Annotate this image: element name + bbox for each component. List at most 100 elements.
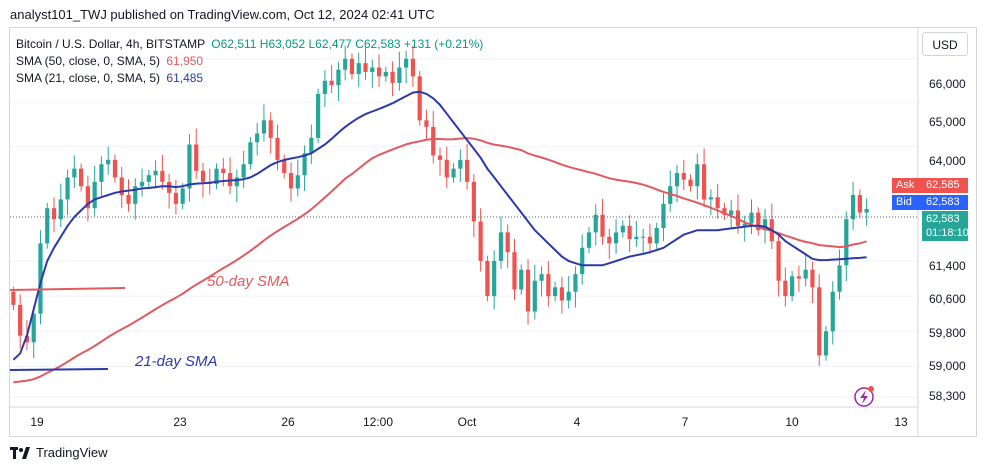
candle-body <box>607 236 612 244</box>
footer-brand: TradingView <box>36 445 108 460</box>
candle-body <box>58 199 63 220</box>
candle-body <box>776 241 781 281</box>
candle-body <box>756 212 761 231</box>
y-tick: 59,800 <box>929 326 966 340</box>
currency-button[interactable]: USD <box>922 32 968 56</box>
candle-body <box>654 227 659 244</box>
grid-lines <box>10 58 918 398</box>
last-price-tag: 62,583 01:18:10 <box>922 211 969 241</box>
candle-body <box>79 168 84 187</box>
candle-body <box>431 126 436 156</box>
sma21-annotation: 21-day SMA <box>135 353 218 370</box>
candle-body <box>275 137 280 160</box>
sma-lines <box>12 90 867 384</box>
lightning-icon[interactable] <box>854 386 874 407</box>
sma21-line <box>12 90 867 361</box>
candle-body <box>519 269 524 290</box>
candle-body <box>336 69 341 86</box>
x-tick: Oct <box>457 415 477 429</box>
candle-body <box>512 252 517 290</box>
sma21-value: 61,485 <box>166 71 204 85</box>
candle-body <box>295 175 300 189</box>
candle-body <box>464 159 470 182</box>
chart-frame <box>9 27 977 437</box>
candle-body <box>600 214 605 237</box>
candle-body <box>268 120 273 138</box>
sma50-label: SMA (50, close, 0, SMA, 5) <box>16 54 161 68</box>
candle-body <box>478 221 483 261</box>
candle-body <box>45 208 50 244</box>
candle-body <box>525 269 531 312</box>
candle-body <box>641 236 646 238</box>
candle-body <box>729 210 734 215</box>
sma50-value: 61,950 <box>166 54 204 68</box>
candle-body <box>424 120 429 127</box>
candle-body <box>92 181 97 209</box>
last-price-value: 62,583 <box>926 213 960 225</box>
bid-value: 62,583 <box>926 196 960 208</box>
candle-body <box>126 195 131 204</box>
candle-body <box>681 173 686 180</box>
bid-tag: Bid 62,583 <box>892 195 968 210</box>
candle-body <box>133 186 138 204</box>
ohlc-values: O62,511 H63,052 L62,477 C62,583 +131 (+0… <box>211 37 484 51</box>
candle-body <box>844 219 849 266</box>
x-tick: 23 <box>173 415 187 429</box>
candle-body <box>18 304 23 336</box>
candle-body <box>139 181 145 187</box>
sma21-row: SMA (21, close, 0, SMA, 5) 61,485 <box>16 70 483 87</box>
candle-body <box>661 203 666 228</box>
candle-body <box>701 164 707 200</box>
candle-body <box>106 159 111 165</box>
candle-body <box>288 173 294 189</box>
candle-body <box>850 195 856 220</box>
candle-body <box>837 265 842 292</box>
candle-body <box>194 144 199 171</box>
candle-body <box>261 120 267 134</box>
sma50-annotation: 50-day SMA <box>207 273 290 290</box>
candle-body <box>343 58 348 70</box>
ask-value: 62,585 <box>926 179 960 191</box>
candle-body <box>38 243 43 314</box>
candle-body <box>410 58 416 77</box>
x-tick: 26 <box>281 415 295 429</box>
candle-body <box>248 142 253 165</box>
candle-body <box>573 274 578 292</box>
candle-body <box>864 208 869 213</box>
footer[interactable]: TradingView <box>10 445 108 460</box>
candle-body <box>857 195 862 213</box>
candle-body <box>417 76 422 121</box>
candle-body <box>613 232 619 244</box>
candle-body <box>221 168 226 174</box>
candle-body <box>302 153 307 176</box>
ask-tag: Ask 62,585 <box>892 178 968 193</box>
candle-body <box>11 291 16 305</box>
candle-body <box>566 291 571 301</box>
candle-body <box>505 232 510 253</box>
candle-body <box>749 212 754 224</box>
candle-body <box>553 287 558 297</box>
candle-body <box>647 236 653 244</box>
candle-body <box>187 144 192 189</box>
candle-body <box>316 93 321 138</box>
x-tick: 19 <box>30 415 44 429</box>
candle-body <box>349 58 355 75</box>
candle-body <box>668 186 673 204</box>
candle-body <box>146 175 151 182</box>
candle-body <box>674 173 680 187</box>
candle-body <box>593 214 598 233</box>
candle-body <box>634 236 639 239</box>
candle-body <box>72 168 77 178</box>
sma50-line <box>13 137 867 384</box>
candle-body <box>498 232 504 261</box>
candle-body <box>397 67 402 83</box>
candle-body <box>695 164 700 187</box>
candle-body <box>214 168 219 185</box>
candle-body <box>790 276 795 297</box>
candle-body <box>762 219 768 231</box>
candle-body <box>796 276 801 279</box>
bid-label: Bid <box>896 196 912 208</box>
ask-label: Ask <box>896 179 915 191</box>
candle-body <box>363 63 368 72</box>
